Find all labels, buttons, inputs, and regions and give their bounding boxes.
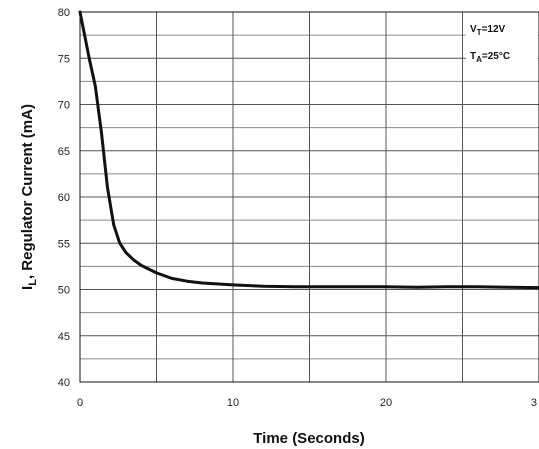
x-tick-label: 0 <box>77 397 83 409</box>
y-tick-label: 50 <box>58 285 70 297</box>
data-point <box>446 285 449 288</box>
data-point <box>231 283 235 287</box>
y-tick-label: 45 <box>58 331 70 343</box>
y-tick-label: 40 <box>58 377 70 389</box>
data-point <box>507 285 510 289</box>
y-tick-label: 65 <box>58 146 70 158</box>
y-tick-label: 70 <box>58 100 70 112</box>
data-point <box>140 264 143 267</box>
data-point <box>201 281 204 285</box>
data-point <box>87 57 91 60</box>
data-point <box>262 285 265 288</box>
data-point <box>384 285 388 288</box>
data-point <box>94 84 97 88</box>
data-point <box>106 186 109 189</box>
data-point <box>415 285 418 289</box>
legend-ta: TA=25°C <box>470 51 510 64</box>
data-point <box>124 251 128 254</box>
data-point <box>293 285 296 288</box>
data-point <box>170 277 173 280</box>
x-axis-ticks: 0 10 20 3 <box>77 397 537 409</box>
series-layer <box>78 10 539 290</box>
data-point <box>118 242 121 245</box>
data-point <box>155 271 158 275</box>
y-tick-label: 80 <box>58 7 70 19</box>
data-point <box>100 131 103 134</box>
y-tick-label: 60 <box>58 192 70 204</box>
x-tick-label: 3 <box>531 397 537 409</box>
data-point <box>112 223 115 226</box>
x-tick-label: 20 <box>380 397 392 409</box>
series-line <box>78 10 539 290</box>
data-point <box>185 279 189 283</box>
data-point <box>476 285 479 288</box>
legend-vt: VT=12V <box>470 24 506 37</box>
y-axis-ticks: 40 45 50 55 60 65 70 75 80 <box>58 7 70 389</box>
y-axis-label: IL, Regulator Current (mA) <box>19 104 39 290</box>
y-tick-label: 75 <box>58 53 70 65</box>
data-point <box>354 285 357 288</box>
data-point <box>83 33 86 37</box>
legend-box <box>466 12 538 70</box>
data-point <box>323 285 326 288</box>
plot-frame <box>79 11 539 383</box>
data-point <box>132 258 135 262</box>
y-tick-label: 55 <box>58 238 70 250</box>
x-axis-label: Time (Seconds) <box>253 430 364 447</box>
grid <box>80 12 539 382</box>
x-tick-label: 10 <box>227 397 239 409</box>
